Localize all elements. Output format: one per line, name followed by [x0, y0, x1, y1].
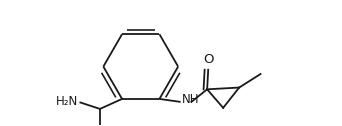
Text: H₂N: H₂N [56, 95, 78, 108]
Text: NH: NH [182, 93, 199, 106]
Text: O: O [203, 53, 213, 66]
